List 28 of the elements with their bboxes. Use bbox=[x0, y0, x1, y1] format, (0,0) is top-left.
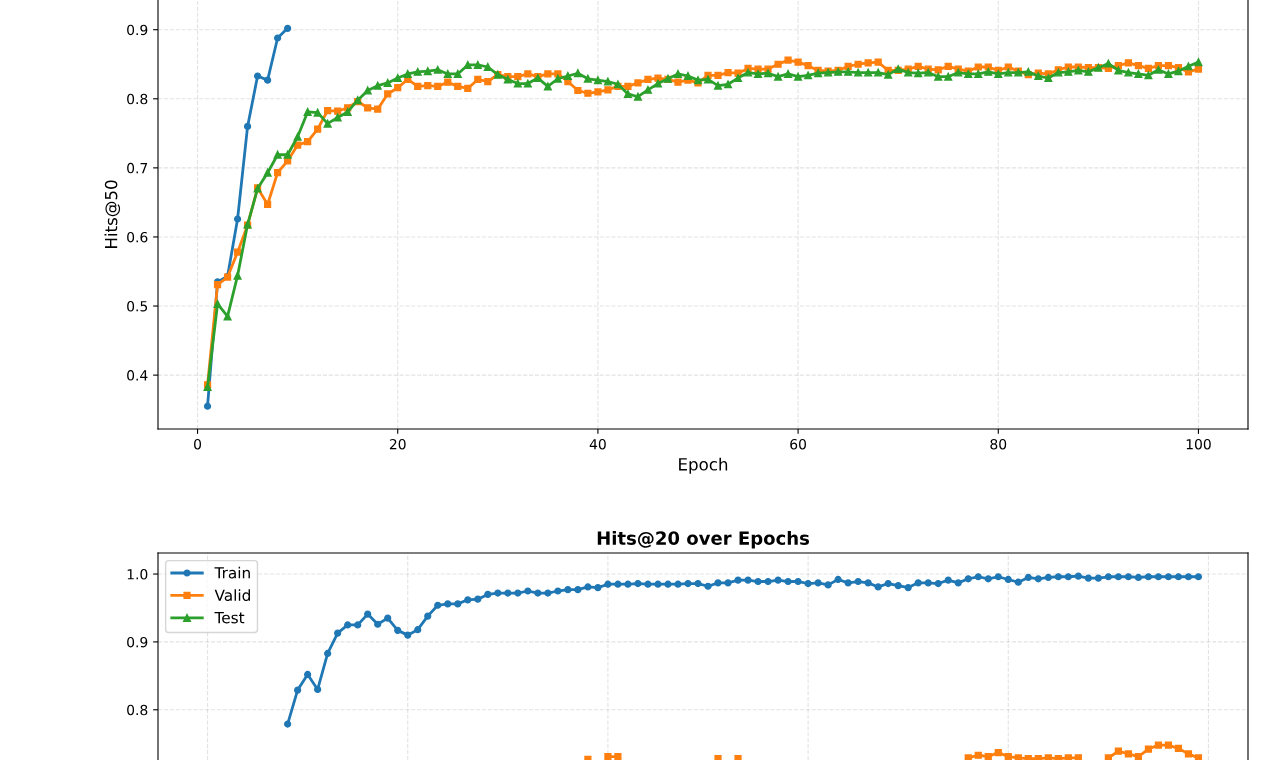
y-tick-label: 0.9 bbox=[127, 636, 148, 648]
chart-title: Hits@20 over Epochs bbox=[597, 530, 810, 549]
y-tick-label: 0.9 bbox=[127, 24, 148, 36]
x-tick-label: 60 bbox=[790, 438, 806, 450]
x-tick-label: 100 bbox=[1186, 438, 1211, 450]
y-axis-title: Hits@50 bbox=[104, 180, 121, 248]
x-tick-label: 80 bbox=[990, 438, 1007, 450]
point bbox=[243, 122, 252, 131]
y-tick-label: 0.4 bbox=[127, 370, 148, 381]
x-tick-label: 20 bbox=[389, 438, 406, 450]
y-tick-label: 1.0 bbox=[127, 569, 148, 580]
x-tick-label: 40 bbox=[589, 438, 606, 450]
y-tick-label: 0.5 bbox=[127, 301, 148, 312]
point bbox=[233, 215, 242, 223]
point bbox=[203, 402, 212, 410]
point bbox=[263, 76, 272, 84]
point bbox=[284, 24, 292, 32]
y-tick-label: 0.6 bbox=[127, 231, 148, 243]
legend-label: Valid bbox=[214, 589, 250, 601]
legend-label: Test bbox=[214, 612, 245, 624]
legend-label: Train bbox=[214, 566, 250, 579]
x-tick-label: 0 bbox=[194, 438, 202, 450]
point bbox=[273, 34, 282, 42]
point bbox=[253, 72, 262, 80]
x-axis-title: Epoch bbox=[679, 457, 728, 474]
y-tick-label: 0.7 bbox=[127, 162, 148, 174]
y-tick-label: 0.8 bbox=[127, 704, 148, 716]
y-tick-label: 0.8 bbox=[127, 93, 148, 105]
